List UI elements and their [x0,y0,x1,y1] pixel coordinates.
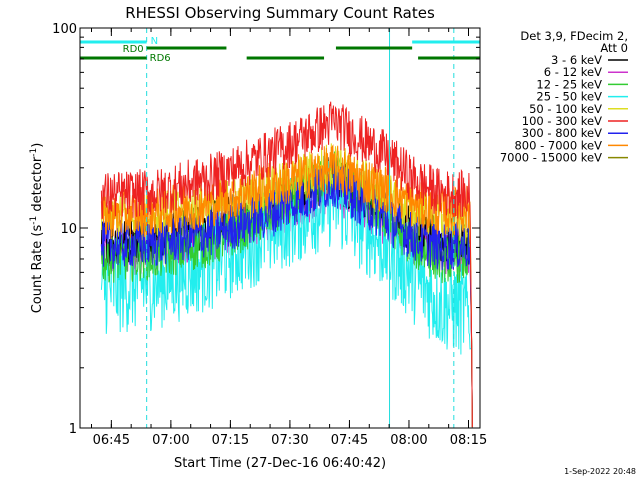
legend-label-5: 100 - 300 keV [522,114,602,128]
x-tick-label-0: 06:45 [93,433,130,448]
legend-header-line2: Att 0 [600,41,628,55]
chart-title: RHESSI Observing Summary Count Rates [125,4,435,22]
y-tick-label-2: 1 [69,422,77,437]
legend-label-4: 50 - 100 keV [529,102,602,116]
flag-rd6-label: RD6 [150,53,171,64]
y-axis-label-sup2: -1 [29,148,39,157]
legend-label-6: 300 - 800 keV [522,126,602,140]
series-layer [100,101,473,428]
x-tick-label-4: 07:45 [331,433,368,448]
y-axis-label-mid: detector [30,156,45,216]
legend-label-0: 3 - 6 keV [551,53,602,67]
legend-label-3: 25 - 50 keV [536,90,602,104]
legend-label-1: 6 - 12 keV [544,65,602,79]
x-tick-label-5: 08:00 [390,433,427,448]
x-tick-label-3: 07:30 [271,433,308,448]
y-axis-label-end: ) [30,143,45,148]
legend-label-2: 12 - 25 keV [536,77,602,91]
y-axis-ticks: 100 10 1 [52,22,480,437]
flag-rd0-label: RD0 [123,44,144,55]
flag-n-label: N [151,36,158,47]
legend-label-7: 800 - 7000 keV [514,138,602,152]
x-tick-label-6: 08:15 [450,433,487,448]
series-line-7 [100,101,473,428]
flag-bars: N RD0 RD6 [80,36,480,64]
x-tick-label-1: 07:00 [152,433,189,448]
legend-label-8: 7000 - 15000 keV [500,151,602,165]
legend-header-line1: Det 3,9, FDecim 2, [520,29,628,43]
y-tick-label-1: 10 [60,222,77,237]
y-axis-label-main: Count Rate (s [30,225,45,314]
series-line-2 [100,156,473,428]
x-axis-ticks: 06:45 07:00 07:15 07:30 07:45 08:00 08:15 [91,28,487,448]
x-axis-label: Start Time (27-Dec-16 06:40:42) [174,456,386,471]
x-tick-label-2: 07:15 [212,433,249,448]
generation-timestamp: 1-Sep-2022 20:48 [564,467,636,476]
y-axis-label-sup1: -1 [29,216,39,225]
y-axis-label: Count Rate (s-1 detector-1) [29,143,45,314]
y-tick-label-0: 100 [52,22,77,37]
